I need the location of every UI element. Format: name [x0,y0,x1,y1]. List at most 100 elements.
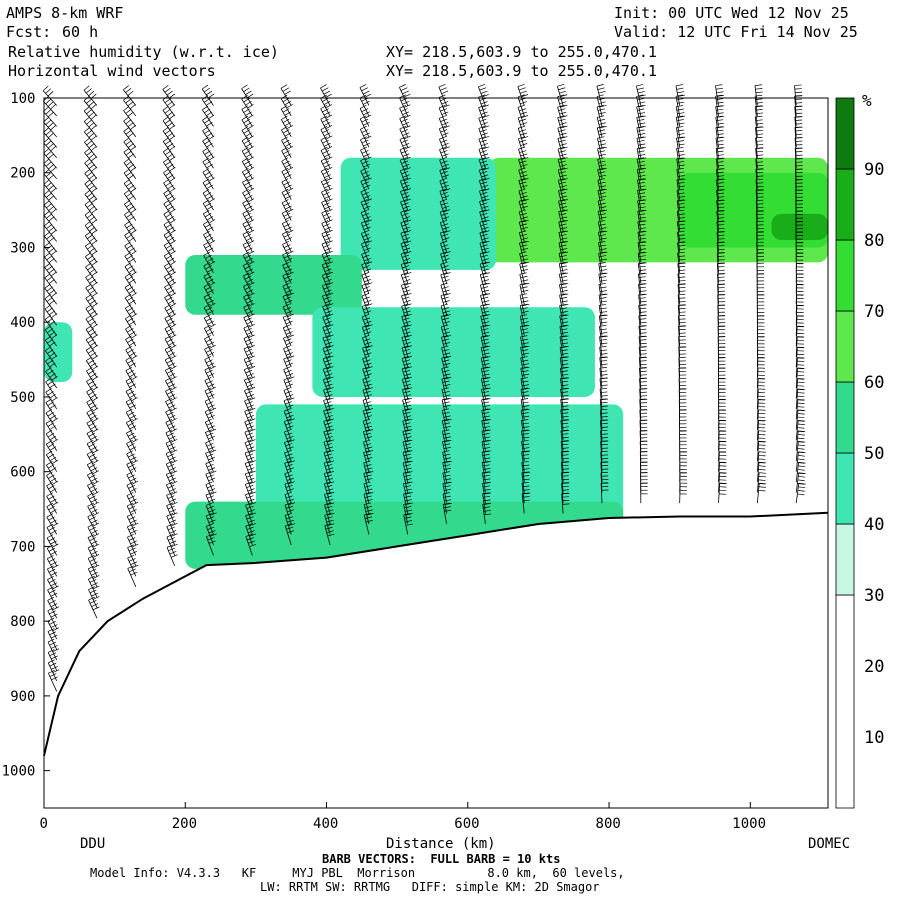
wind-barb-flag [365,467,373,471]
wind-barb-flag [559,282,567,285]
wind-barb-flag [560,199,568,202]
wind-barb-flag [324,460,331,464]
wind-barb-flag [50,540,57,545]
wind-barb-flag [715,105,723,107]
wind-barb-flag [483,366,491,369]
wind-barb-flag [169,240,176,245]
wind-barb-flag [480,181,488,185]
wind-barb-flag [481,153,489,157]
wind-barb-flag [283,366,291,370]
wind-barb-flag [559,251,567,254]
wind-barb-flag [400,219,408,224]
wind-barb-flag [286,383,294,387]
wind-barb-flag [43,189,50,195]
wind-barb-flag [128,299,136,305]
wind-barb-flag [402,356,409,359]
wind-barb [202,130,214,148]
wind-barb-flag [244,223,251,228]
wind-barb-flag [247,229,255,234]
wind-barb-flag [678,178,686,181]
wind-barb-flag [443,436,451,439]
wind-barb-flag [49,425,56,430]
wind-barb-flag [89,516,96,521]
wind-barb-flag [322,97,329,102]
wind-barb [520,420,525,441]
wind-barb-flag [243,356,251,360]
wind-barb [125,328,137,347]
wind-barb-flag [480,90,488,94]
wind-barb-flag [365,425,373,429]
wind-barb-flag [798,420,806,422]
wind-barb-flag [128,258,135,263]
wind-barb-flag [363,359,371,363]
wind-barb-flag [759,482,767,485]
wind-barb-flag [324,492,332,495]
wind-barb-flag [50,561,57,566]
wind-barb [47,631,58,650]
wind-barb [162,99,175,117]
wind-barb-flag [285,237,292,241]
wind-barb [203,234,214,253]
wind-barb-flag [169,519,177,524]
wind-barb-flag [639,231,647,233]
wind-barb-flag [324,226,332,231]
wind-barb-flag [48,195,55,201]
physics-info: LW: RRTM SW: RRTMG DIFF: simple KM: 2D S… [260,880,600,894]
wind-barb-flag [165,398,172,402]
wind-barb-flag [88,184,95,190]
wind-barb-flag [560,115,568,118]
wind-barb-flag [638,227,646,230]
wind-barb [320,171,331,190]
wind-barb-flag [561,409,569,411]
wind-barb-flag [327,470,335,474]
wind-barb [282,233,292,253]
wind-barb-flag [478,94,486,98]
wind-barb-flag [51,376,58,381]
wind-barb-flag [598,262,606,264]
wind-barb-flag [361,129,369,133]
wind-barb-flag [202,136,209,142]
wind-barb-flag [638,143,646,146]
wind-barb-flag [88,380,95,385]
wind-barb-flag [124,241,131,247]
wind-barb-flag [167,205,174,211]
wind-barb-flag [521,440,529,442]
wind-barb-flag [89,331,97,336]
wind-barb-flag [522,408,530,411]
wind-barb-flag [443,495,451,498]
wind-barb-flag [165,387,172,392]
wind-barb [359,97,370,117]
wind-barb-flag [558,241,566,244]
wind-barb-flag [166,523,174,527]
wind-barb-flag [281,147,288,152]
wind-barb [560,409,564,430]
wind-barb-flag [87,492,94,497]
wind-barb-flag [323,111,331,116]
wind-barb-flag [482,433,490,435]
wind-barb-flag [716,210,724,212]
wind-barb [123,172,137,190]
wind-barb-flag [130,571,138,576]
wind-barb-flag [365,509,373,512]
wind-barb [124,276,137,295]
wind-barb-flag [245,533,253,537]
wind-barb-flag [45,150,52,157]
wind-barb-flag [600,356,608,359]
wind-barb-flag [600,419,608,421]
wind-barb-flag [285,432,293,436]
wind-barb-flag [205,439,213,444]
wind-barb-flag [282,303,290,308]
wind-barb-flag [483,450,491,453]
wind-barb-flag [242,188,249,193]
wind-barb-flag [360,188,368,193]
wind-barb-flag [482,391,490,394]
wind-barb-flag [130,561,138,565]
wind-barb-flag [325,516,333,519]
wind-barb-flag [363,101,370,105]
wind-barb-flag [47,422,55,427]
wind-barb-flag [84,168,91,174]
wind-barb-flag [282,293,290,297]
wind-barb-flag [639,332,647,334]
wind-barb-flag [86,171,93,177]
wind-barb [756,462,760,483]
